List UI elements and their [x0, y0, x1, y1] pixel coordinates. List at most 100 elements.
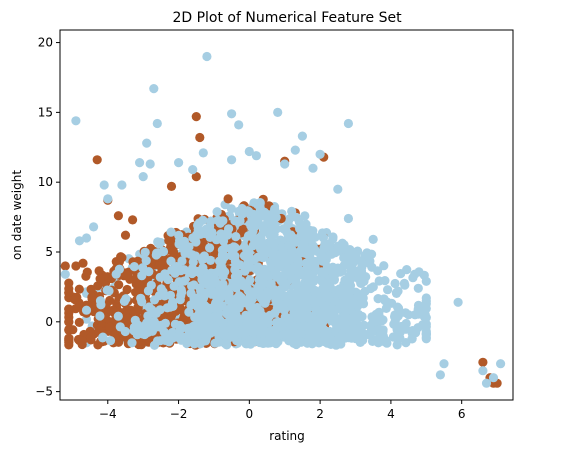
data-point — [230, 251, 240, 261]
data-point — [271, 268, 281, 278]
data-point — [176, 266, 186, 276]
data-point — [245, 275, 255, 285]
data-point — [244, 146, 254, 157]
data-point — [202, 51, 212, 62]
data-point — [392, 340, 402, 350]
data-point — [245, 302, 255, 312]
data-point — [413, 283, 423, 293]
data-point — [147, 305, 157, 315]
data-point — [87, 292, 97, 302]
data-point — [74, 236, 85, 246]
data-point — [220, 330, 230, 341]
data-point — [187, 263, 197, 274]
data-point — [188, 323, 198, 333]
data-point — [205, 232, 215, 242]
chart-title: 2D Plot of Numerical Feature Set — [172, 10, 402, 26]
data-point — [98, 333, 108, 343]
data-point — [149, 84, 159, 94]
data-point — [217, 251, 227, 261]
data-point — [149, 317, 159, 327]
data-point — [199, 253, 209, 264]
data-point — [297, 131, 307, 141]
data-point — [156, 284, 166, 294]
data-point — [362, 248, 372, 258]
x-tick-label: −4 — [99, 407, 117, 421]
data-point — [290, 332, 300, 342]
x-tick-label: 2 — [316, 407, 324, 421]
data-point — [360, 286, 370, 297]
data-point — [105, 336, 116, 346]
data-point — [298, 239, 308, 249]
data-point — [174, 158, 184, 168]
data-point — [260, 298, 270, 308]
data-point — [241, 310, 251, 320]
data-point — [287, 274, 297, 284]
data-point — [185, 249, 195, 259]
data-point — [127, 338, 137, 348]
data-point — [283, 232, 294, 242]
data-point — [214, 337, 224, 347]
data-point — [117, 180, 127, 190]
data-point — [177, 256, 187, 266]
data-point — [226, 204, 236, 214]
data-point — [218, 236, 229, 246]
data-point — [64, 304, 74, 314]
data-point — [193, 312, 203, 322]
data-point — [141, 256, 151, 266]
data-point — [138, 263, 148, 273]
data-point — [225, 243, 235, 254]
data-point — [145, 159, 155, 169]
data-point — [224, 295, 234, 306]
data-point — [281, 291, 291, 302]
data-point — [286, 320, 296, 330]
data-point — [93, 340, 103, 350]
data-point — [176, 285, 186, 295]
data-point — [408, 273, 418, 283]
data-point — [302, 311, 312, 321]
data-point — [246, 230, 256, 240]
data-point — [203, 270, 213, 280]
data-point — [245, 262, 255, 272]
data-point — [310, 232, 320, 242]
data-point — [330, 248, 340, 258]
data-point — [279, 305, 289, 315]
data-point — [89, 222, 99, 232]
data-point — [135, 158, 145, 168]
data-point — [86, 332, 96, 343]
data-point — [113, 211, 123, 221]
data-point — [190, 332, 200, 342]
data-point — [102, 285, 112, 295]
data-point — [251, 309, 261, 320]
x-tick-label: 6 — [458, 407, 466, 421]
y-tick-label: 15 — [38, 105, 53, 119]
data-point — [377, 316, 387, 326]
data-point — [137, 271, 147, 281]
points-layer — [60, 51, 506, 388]
data-point — [81, 305, 92, 315]
data-point — [64, 317, 74, 327]
data-point — [368, 234, 378, 244]
data-point — [227, 325, 237, 335]
data-point — [74, 317, 84, 327]
data-point — [270, 308, 280, 318]
data-point — [188, 233, 198, 243]
data-point — [230, 216, 240, 226]
data-point — [199, 291, 209, 301]
data-point — [291, 237, 301, 247]
data-point — [392, 312, 402, 322]
data-point — [254, 274, 264, 285]
data-point — [191, 112, 201, 122]
data-point — [257, 328, 267, 338]
data-point — [371, 309, 381, 319]
data-point — [166, 181, 177, 191]
data-point — [224, 288, 234, 298]
data-point — [356, 321, 366, 331]
data-point — [122, 270, 132, 280]
data-point — [393, 303, 404, 313]
data-point — [284, 313, 294, 323]
data-point — [212, 207, 222, 217]
data-point — [267, 219, 277, 229]
data-point — [296, 337, 306, 347]
data-point — [212, 293, 222, 303]
data-point — [71, 261, 81, 271]
